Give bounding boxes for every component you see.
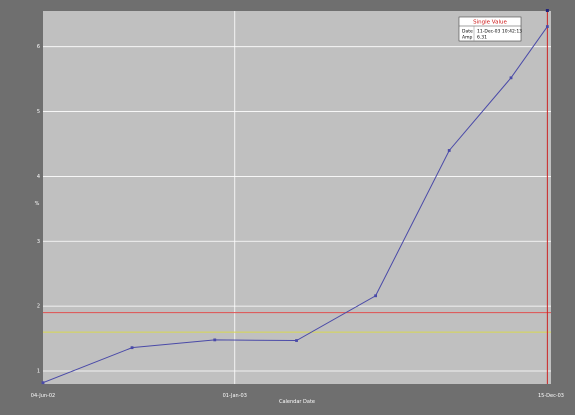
y-tick-label: 5 xyxy=(37,109,40,115)
tooltip-amp-value: 6.31 xyxy=(477,35,487,41)
data-point xyxy=(295,339,298,342)
value-tooltip: Single Value Date 11-Dec-03 10:42:13 Amp… xyxy=(458,16,522,42)
y-tick-label: 6 xyxy=(37,44,40,50)
data-point xyxy=(213,338,217,342)
plot-area xyxy=(43,11,551,384)
reference-lines xyxy=(43,9,551,384)
data-point xyxy=(447,149,451,152)
tooltip-box xyxy=(458,16,522,42)
tooltip-date-label: Date xyxy=(462,29,473,35)
data-point xyxy=(130,346,134,350)
y-tick-label: 4 xyxy=(37,174,40,180)
series xyxy=(41,25,549,385)
y-tick-label: 3 xyxy=(37,239,40,245)
tooltip-date-value: 11-Dec-03 10:42:13 xyxy=(477,29,522,35)
data-point xyxy=(374,294,378,298)
y-axis-label: % xyxy=(35,201,40,207)
x-axis-ticks: 04-Jun-02 01-Jan-03 15-Dec-03 xyxy=(31,393,564,399)
y-tick-label: 1 xyxy=(37,369,40,375)
y-axis-ticks: 1 2 3 4 5 6 xyxy=(37,44,40,374)
y-tick-label: 2 xyxy=(37,304,40,310)
data-point xyxy=(509,76,513,80)
tooltip-amp-label: Amp xyxy=(462,35,472,41)
tooltip-title: Single Value xyxy=(473,20,507,26)
data-point xyxy=(41,381,45,385)
x-axis-label: Calendar Date xyxy=(279,399,315,405)
x-tick-label: 04-Jun-02 xyxy=(31,393,55,399)
cursor-handle xyxy=(545,9,549,12)
x-tick-label: 15-Dec-03 xyxy=(538,393,564,399)
data-point xyxy=(545,25,549,28)
series-line xyxy=(42,26,548,384)
grid xyxy=(43,11,551,384)
x-tick-label: 01-Jan-03 xyxy=(223,393,247,399)
